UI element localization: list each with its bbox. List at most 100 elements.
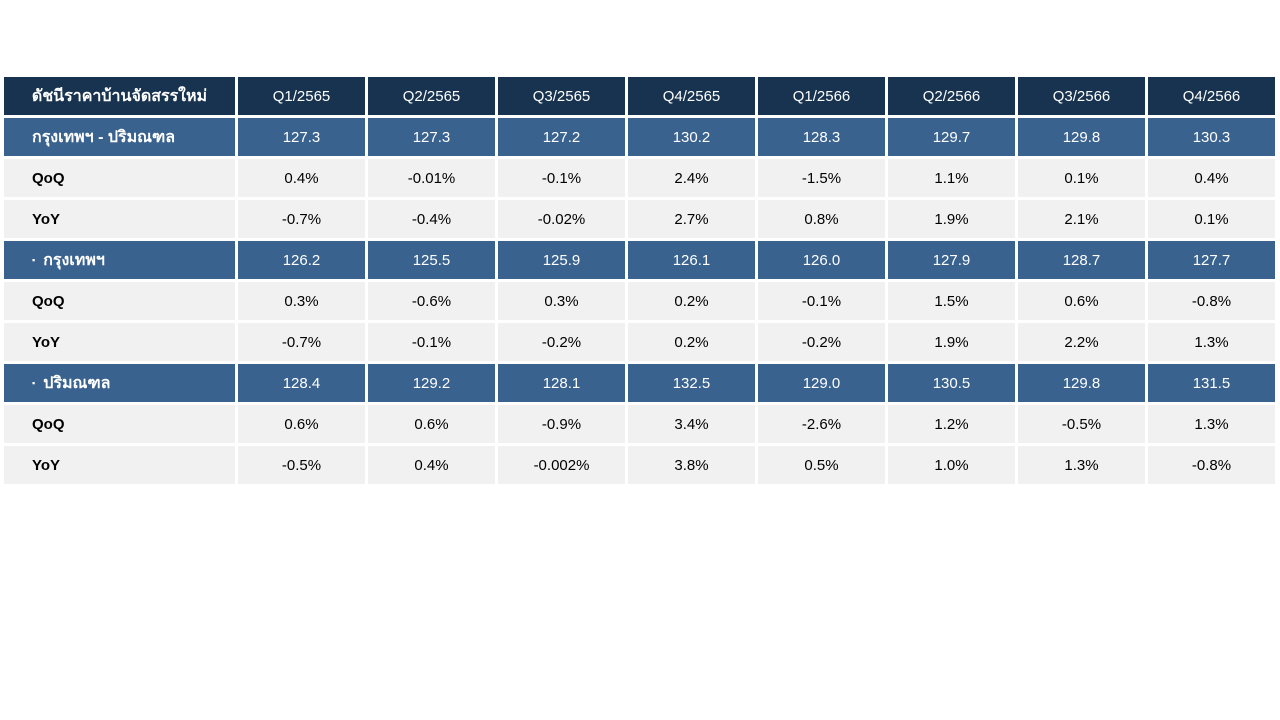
index-value-cell: 128.7 <box>1018 241 1145 279</box>
qoq-value-cell: 0.2% <box>628 282 755 320</box>
index-value-cell: 126.2 <box>238 241 365 279</box>
section-label-cell: ▪ ปริมณฑล <box>4 364 235 402</box>
yoy-value-cell: -0.2% <box>498 323 625 361</box>
index-value-cell: 127.2 <box>498 118 625 156</box>
section-label: กรุงเทพฯ - ปริมณฑล <box>32 128 176 146</box>
yoy-value-cell: 1.0% <box>888 446 1015 484</box>
section-label: ปริมณฑล <box>43 374 111 392</box>
qoq-value-cell: 3.4% <box>628 405 755 443</box>
section-label-cell: ▪ กรุงเทพฯ <box>4 241 235 279</box>
yoy-value-cell: -0.02% <box>498 200 625 238</box>
yoy-value-cell: 1.3% <box>1018 446 1145 484</box>
yoy-value-cell: -0.8% <box>1148 446 1275 484</box>
index-value-cell: 130.5 <box>888 364 1015 402</box>
index-value-cell: 128.1 <box>498 364 625 402</box>
qoq-value-cell: -0.6% <box>368 282 495 320</box>
qoq-value-cell: 0.4% <box>1148 159 1275 197</box>
yoy-value-cell: 0.4% <box>368 446 495 484</box>
price-index-table: ดัชนีราคาบ้านจัดสรรใหม่ Q1/2565 Q2/2565 Q3/… <box>1 74 1278 487</box>
column-header: Q2/2565 <box>368 77 495 115</box>
qoq-row: QoQ 0.3% -0.6% 0.3% 0.2% -0.1% 1.5% 0.6% -0.8% <box>4 282 1275 320</box>
qoq-value-cell: 1.5% <box>888 282 1015 320</box>
yoy-value-cell: -0.002% <box>498 446 625 484</box>
yoy-value-cell: 1.9% <box>888 323 1015 361</box>
qoq-value-cell: -0.5% <box>1018 405 1145 443</box>
qoq-value-cell: 0.6% <box>368 405 495 443</box>
qoq-value-cell: 1.3% <box>1148 405 1275 443</box>
index-value-cell: 131.5 <box>1148 364 1275 402</box>
table-body: กรุงเทพฯ - ปริมณฑล 127.3 127.3 127.2 130.2 12… <box>4 118 1275 484</box>
yoy-value-cell: 2.2% <box>1018 323 1145 361</box>
yoy-value-cell: 1.9% <box>888 200 1015 238</box>
table-title: ดัชนีราคาบ้านจัดสรรใหม่ <box>4 77 235 115</box>
column-header: Q1/2565 <box>238 77 365 115</box>
index-value-cell: 127.7 <box>1148 241 1275 279</box>
index-value-cell: 129.8 <box>1018 118 1145 156</box>
index-value-cell: 127.9 <box>888 241 1015 279</box>
qoq-value-cell: 0.3% <box>238 282 365 320</box>
row-label-cell: YoY <box>4 323 235 361</box>
section-label-cell: กรุงเทพฯ - ปริมณฑล <box>4 118 235 156</box>
yoy-value-cell: 1.3% <box>1148 323 1275 361</box>
yoy-row: YoY -0.7% -0.1% -0.2% 0.2% -0.2% 1.9% 2.2% 1.3% <box>4 323 1275 361</box>
section-row: กรุงเทพฯ - ปริมณฑล 127.3 127.3 127.2 130.2 12… <box>4 118 1275 156</box>
yoy-value-cell: 2.1% <box>1018 200 1145 238</box>
index-value-cell: 128.3 <box>758 118 885 156</box>
qoq-value-cell: 0.3% <box>498 282 625 320</box>
section-label: กรุงเทพฯ <box>43 251 105 269</box>
column-header: Q4/2565 <box>628 77 755 115</box>
qoq-value-cell: -0.9% <box>498 405 625 443</box>
yoy-row: YoY -0.5% 0.4% -0.002% 3.8% 0.5% 1.0% 1.3% -0.8% <box>4 446 1275 484</box>
index-value-cell: 126.0 <box>758 241 885 279</box>
yoy-value-cell: -0.7% <box>238 200 365 238</box>
column-header: Q3/2566 <box>1018 77 1145 115</box>
index-value-cell: 129.7 <box>888 118 1015 156</box>
yoy-value-cell: 3.8% <box>628 446 755 484</box>
row-label-cell: QoQ <box>4 405 235 443</box>
index-value-cell: 132.5 <box>628 364 755 402</box>
qoq-row: QoQ 0.6% 0.6% -0.9% 3.4% -2.6% 1.2% -0.5% 1.3% <box>4 405 1275 443</box>
qoq-value-cell: 0.6% <box>238 405 365 443</box>
qoq-value-cell: 1.1% <box>888 159 1015 197</box>
qoq-value-cell: -0.1% <box>498 159 625 197</box>
index-value-cell: 125.5 <box>368 241 495 279</box>
table-header: ดัชนีราคาบ้านจัดสรรใหม่ Q1/2565 Q2/2565 Q3/… <box>4 77 1275 115</box>
index-value-cell: 130.2 <box>628 118 755 156</box>
row-label-cell: YoY <box>4 200 235 238</box>
qoq-value-cell: 0.4% <box>238 159 365 197</box>
qoq-value-cell: -1.5% <box>758 159 885 197</box>
qoq-value-cell: 1.2% <box>888 405 1015 443</box>
yoy-value-cell: -0.1% <box>368 323 495 361</box>
qoq-row: QoQ 0.4% -0.01% -0.1% 2.4% -1.5% 1.1% 0.1% 0.4% <box>4 159 1275 197</box>
index-value-cell: 129.2 <box>368 364 495 402</box>
column-header: Q1/2566 <box>758 77 885 115</box>
yoy-row: YoY -0.7% -0.4% -0.02% 2.7% 0.8% 1.9% 2.1% 0.1% <box>4 200 1275 238</box>
yoy-value-cell: 0.5% <box>758 446 885 484</box>
yoy-value-cell: -0.7% <box>238 323 365 361</box>
yoy-value-cell: -0.4% <box>368 200 495 238</box>
qoq-value-cell: -2.6% <box>758 405 885 443</box>
qoq-value-cell: 2.4% <box>628 159 755 197</box>
column-header: Q2/2566 <box>888 77 1015 115</box>
qoq-value-cell: -0.8% <box>1148 282 1275 320</box>
index-value-cell: 126.1 <box>628 241 755 279</box>
row-label-cell: YoY <box>4 446 235 484</box>
bullet-square-icon: ▪ <box>32 377 36 388</box>
index-value-cell: 129.8 <box>1018 364 1145 402</box>
index-value-cell: 128.4 <box>238 364 365 402</box>
qoq-value-cell: -0.1% <box>758 282 885 320</box>
qoq-value-cell: 0.6% <box>1018 282 1145 320</box>
yoy-value-cell: 0.8% <box>758 200 885 238</box>
index-value-cell: 130.3 <box>1148 118 1275 156</box>
index-value-cell: 127.3 <box>368 118 495 156</box>
column-header: Q3/2565 <box>498 77 625 115</box>
index-value-cell: 125.9 <box>498 241 625 279</box>
bullet-square-icon: ▪ <box>32 254 36 265</box>
qoq-value-cell: 0.1% <box>1018 159 1145 197</box>
yoy-value-cell: -0.5% <box>238 446 365 484</box>
qoq-value-cell: -0.01% <box>368 159 495 197</box>
yoy-value-cell: -0.2% <box>758 323 885 361</box>
column-header: Q4/2566 <box>1148 77 1275 115</box>
section-row: ▪ ปริมณฑล 128.4 129.2 128.1 132.5 129.0 130.5 12… <box>4 364 1275 402</box>
